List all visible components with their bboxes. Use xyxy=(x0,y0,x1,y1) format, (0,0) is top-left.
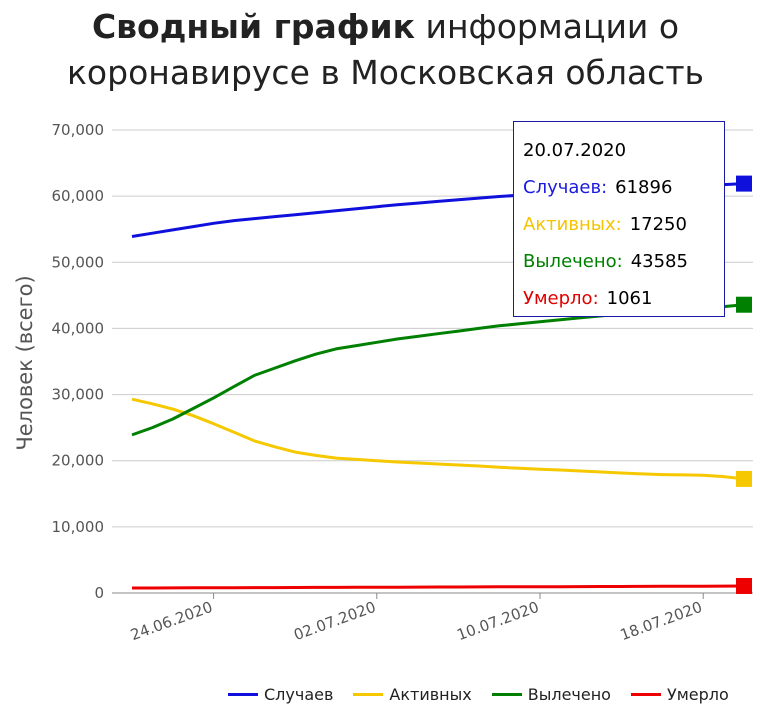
tooltip-row: Активных: 17250 xyxy=(523,206,724,243)
legend-swatch xyxy=(630,692,661,696)
y-tick-label: 30,000 xyxy=(52,386,105,404)
grid-lines xyxy=(112,129,753,594)
tooltip-row-label: Случаев: xyxy=(523,177,608,198)
tooltip-row: Вылечено: 43585 xyxy=(523,243,724,280)
tooltip-row-value: 43585 xyxy=(630,251,688,272)
y-tick-label: 20,000 xyxy=(52,452,105,470)
y-tick-label: 60,000 xyxy=(52,187,105,205)
chart-title: Сводный график информации о коронавирусе… xyxy=(0,4,771,96)
series-end-marker-1[interactable] xyxy=(736,470,752,487)
series-line-3 xyxy=(132,584,745,590)
series-line-2 xyxy=(131,303,745,437)
x-tick-label: 10.07.2020 xyxy=(455,598,542,644)
y-axis-ticks: 0 10,000 20,000 30,000 40,000 50,000 60,000 70,… xyxy=(52,121,105,602)
tooltip: 20.07.2020 Случаев: 61896 Активных: 17250 Вы… xyxy=(513,121,725,317)
legend-item-0[interactable]: Случаев xyxy=(228,685,333,704)
tooltip-row-label: Вылечено: xyxy=(523,251,623,272)
tooltip-row-label: Активных: xyxy=(523,214,622,235)
y-tick-label: 50,000 xyxy=(52,253,105,271)
legend: Случаев Активных Вылечено Умерло xyxy=(228,682,749,706)
tooltip-row: Случаев: 61896 xyxy=(523,169,724,206)
y-tick-label: 10,000 xyxy=(52,518,105,536)
series-end-marker-0[interactable] xyxy=(736,175,752,192)
legend-swatch xyxy=(228,692,258,696)
legend-item-1[interactable]: Активных xyxy=(353,684,472,704)
legend-item-3[interactable]: Умерло xyxy=(630,684,729,704)
legend-label: Случаев xyxy=(264,684,334,704)
legend-swatch xyxy=(491,692,522,696)
tooltip-date: 20.07.2020 xyxy=(523,140,627,161)
series-end-markers xyxy=(736,175,752,594)
series-end-marker-2[interactable] xyxy=(736,296,752,313)
tooltip-row-value: 61896 xyxy=(615,177,673,198)
series-end-marker-3[interactable] xyxy=(736,577,752,594)
legend-label: Вылечено xyxy=(527,684,611,704)
x-tick-label: 18.07.2020 xyxy=(618,598,705,644)
y-tick-label: 40,000 xyxy=(52,319,105,337)
legend-label: Активных xyxy=(389,684,472,704)
tooltip-row-value: 17250 xyxy=(629,214,687,235)
x-axis-ticks: 24.06.2020 02.07.2020 10.07.2020 18.07.2020 xyxy=(128,593,705,644)
legend-item-2[interactable]: Вылечено xyxy=(491,684,611,704)
legend-swatch xyxy=(353,692,384,696)
tooltip-row: Умерло: 1061 xyxy=(523,280,724,317)
x-tick-label: 24.06.2020 xyxy=(128,598,215,644)
tooltip-row-value: 1061 xyxy=(606,288,653,309)
legend-label: Умерло xyxy=(666,684,729,704)
y-tick-label: 0 xyxy=(94,584,104,602)
y-axis-label: Человек (всего) xyxy=(13,275,37,450)
y-tick-label: 70,000 xyxy=(52,121,105,139)
chart-title-bold: Сводный график xyxy=(91,7,416,46)
chart-title-rest: информации о коронавирусе в Московская о… xyxy=(67,7,704,92)
tooltip-row-label: Умерло: xyxy=(523,288,599,309)
series-line-1 xyxy=(131,397,745,481)
x-tick-label: 02.07.2020 xyxy=(291,598,378,644)
